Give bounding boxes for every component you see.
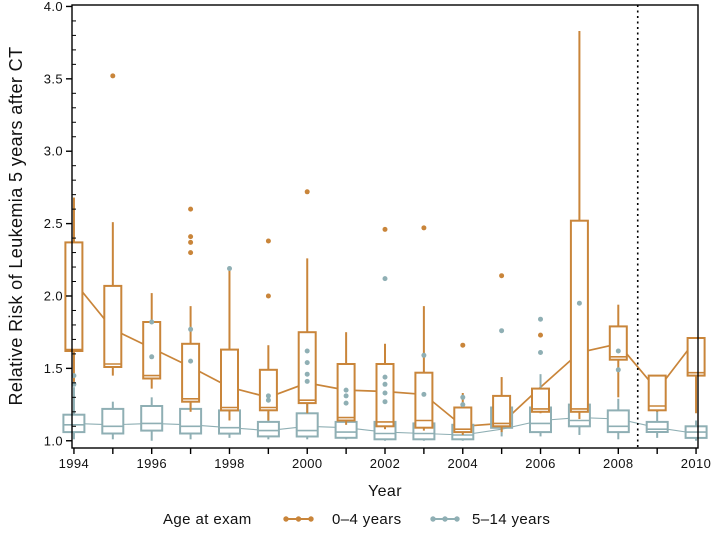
outlier-point bbox=[304, 360, 310, 366]
outlier-point bbox=[499, 273, 505, 279]
boxplot-5-14-1998 bbox=[218, 409, 241, 435]
boxplot-0-4-2007 bbox=[569, 219, 589, 413]
y-tick-label: 2.0 bbox=[44, 288, 63, 303]
outlier-point bbox=[188, 358, 194, 364]
outlier-point bbox=[615, 348, 621, 354]
outlier-point bbox=[110, 73, 116, 79]
boxplot-0-4-2008 bbox=[608, 325, 628, 361]
x-tick-label: 2000 bbox=[292, 456, 323, 471]
boxplot-0-4-1996 bbox=[142, 321, 162, 380]
boxplot-5-14-1997 bbox=[179, 407, 203, 435]
outlier-point bbox=[343, 400, 349, 406]
boxplot-0-4-2004 bbox=[453, 406, 473, 434]
outlier-point bbox=[265, 293, 271, 299]
x-tick-label: 2002 bbox=[370, 456, 401, 471]
outlier-point bbox=[421, 391, 427, 397]
y-tick-label: 3.0 bbox=[44, 144, 63, 159]
outlier-point bbox=[149, 319, 155, 325]
boxplot-5-14-2001 bbox=[334, 420, 358, 439]
outlier-point bbox=[615, 367, 621, 373]
y-axis-title: Relative Risk of Leukemia 5 years after … bbox=[6, 47, 26, 406]
outlier-point bbox=[460, 394, 466, 400]
outlier-point bbox=[265, 393, 271, 399]
outlier-point bbox=[382, 399, 388, 405]
boxplot-0-4-2000 bbox=[297, 331, 317, 405]
outlier-point bbox=[188, 239, 194, 245]
x-tick-label: 1998 bbox=[214, 456, 245, 471]
outlier-point bbox=[538, 316, 543, 322]
y-tick-label: 4.0 bbox=[44, 0, 63, 14]
boxplot-5-14-2010 bbox=[684, 425, 708, 439]
boxplot-0-4-1999 bbox=[258, 368, 278, 412]
x-tick-label: 2008 bbox=[603, 456, 634, 471]
boxplot-0-4-2010 bbox=[686, 337, 706, 377]
outlier-point bbox=[499, 328, 505, 334]
boxplot-5-14-2009 bbox=[645, 420, 669, 433]
outlier-point bbox=[538, 332, 543, 338]
outlier-point bbox=[382, 381, 388, 387]
outlier-point bbox=[538, 350, 543, 355]
legend-label-0-4-years: 0–4 years bbox=[332, 511, 401, 528]
outlier-point bbox=[382, 226, 388, 232]
outlier-point bbox=[304, 189, 310, 195]
boxplot-5-14-2000 bbox=[295, 412, 319, 438]
x-tick-label: 1994 bbox=[59, 456, 90, 471]
outlier-point bbox=[227, 266, 232, 271]
boxplot-0-4-2003 bbox=[414, 371, 434, 429]
boxplot-5-14-1994 bbox=[62, 413, 86, 434]
outlier-point bbox=[382, 374, 388, 380]
x-tick-label: 2006 bbox=[525, 456, 556, 471]
outlier-point bbox=[188, 250, 194, 256]
outlier-point bbox=[188, 326, 194, 332]
outlier-point bbox=[421, 225, 427, 231]
y-tick-label: 3.5 bbox=[44, 71, 63, 86]
x-axis-title: Year bbox=[368, 483, 402, 500]
x-tick-label: 2004 bbox=[447, 456, 478, 471]
boxplot-0-4-1995 bbox=[103, 284, 123, 368]
outlier-point bbox=[265, 238, 271, 244]
legend-marker-5-14-years bbox=[430, 516, 460, 522]
legend-marker-0-4-years bbox=[283, 516, 314, 522]
outlier-point bbox=[304, 348, 310, 354]
boxplot-0-4-2006 bbox=[531, 387, 550, 413]
boxplot-0-4-2009 bbox=[647, 374, 667, 412]
outlier-point bbox=[265, 397, 271, 403]
x-tick-label: 2010 bbox=[681, 456, 712, 471]
boxplot-5-14-1995 bbox=[101, 407, 125, 435]
outlier-point bbox=[343, 393, 349, 399]
outlier-point bbox=[382, 276, 388, 282]
outlier-point bbox=[576, 300, 582, 306]
boxplot-5-14-2008 bbox=[606, 409, 630, 434]
outlier-point bbox=[149, 354, 155, 360]
y-tick-label: 1.0 bbox=[44, 433, 63, 448]
chart-plot-area: 1.0 1.5 2.0 2.5 3.0 3.5 4.0 1994 1996 1998 2000 200… bbox=[44, 0, 712, 471]
boxplot-0-4-1997 bbox=[181, 342, 201, 403]
y-tick-label: 2.5 bbox=[44, 216, 63, 231]
outlier-point bbox=[188, 234, 194, 240]
outlier-point bbox=[304, 371, 310, 377]
legend-label-5-14-years: 5–14 years bbox=[472, 511, 550, 528]
legend-title: Age at exam bbox=[163, 511, 252, 528]
outlier-point bbox=[421, 352, 427, 358]
outlier-point bbox=[382, 390, 388, 396]
boxplot-5-14-1996 bbox=[140, 405, 164, 432]
boxplot-0-4-1998 bbox=[220, 348, 239, 412]
outlier-point bbox=[460, 342, 466, 348]
boxplot-0-4-1994 bbox=[64, 241, 84, 352]
outlier-point bbox=[460, 402, 466, 408]
boxplot-0-4-2005 bbox=[492, 394, 512, 428]
outlier-point bbox=[343, 387, 349, 393]
x-tick-label: 1996 bbox=[136, 456, 167, 471]
legend: Age at exam 0–4 years 5–14 years bbox=[163, 511, 550, 528]
boxplot-5-14-1999 bbox=[256, 420, 280, 438]
outlier-point bbox=[304, 378, 310, 384]
y-tick-label: 1.5 bbox=[44, 361, 63, 376]
outlier-point bbox=[188, 206, 194, 212]
